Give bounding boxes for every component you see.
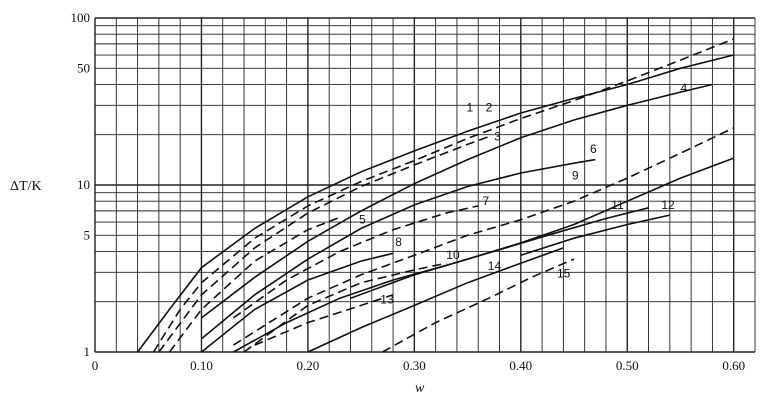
curve-label-14: 14 xyxy=(488,259,502,273)
series-line-1 xyxy=(136,54,734,353)
x-tick-label: 0 xyxy=(92,358,99,373)
series-line-2 xyxy=(152,38,734,353)
series-line-5 xyxy=(168,216,341,353)
series-line-14 xyxy=(307,247,564,353)
curve-label-2: 2 xyxy=(486,101,493,115)
y-tick-label: 10 xyxy=(77,177,90,192)
series-line-10 xyxy=(243,262,447,353)
curve-label-3: 3 xyxy=(494,129,501,143)
x-tick-label: 0.10 xyxy=(190,358,213,373)
y-tick-label: 50 xyxy=(77,60,90,75)
curve-label-7: 7 xyxy=(482,194,489,208)
grid xyxy=(94,17,756,353)
series-line-8 xyxy=(200,252,394,353)
series-line-11 xyxy=(233,207,649,353)
y-tick-label: 5 xyxy=(84,227,91,242)
series-line-3 xyxy=(158,135,490,353)
curve-label-8: 8 xyxy=(395,235,402,249)
series-line-6 xyxy=(200,158,596,340)
curve-label-10: 10 xyxy=(446,248,460,262)
curve-label-13: 13 xyxy=(380,293,394,307)
series-line-7 xyxy=(232,205,479,319)
y-tick-label: 1 xyxy=(84,344,91,359)
x-tick-label: 0.30 xyxy=(403,358,426,373)
curve-label-11: 11 xyxy=(611,198,624,212)
curves xyxy=(136,38,735,353)
y-axis-label: ΔT/K xyxy=(10,179,42,194)
x-tick-label: 0.50 xyxy=(616,358,639,373)
curve-label-9: 9 xyxy=(572,168,579,182)
series-line xyxy=(520,214,670,256)
series-line-12 xyxy=(350,157,734,299)
curve-label-12: 12 xyxy=(661,198,675,212)
series-line-4 xyxy=(201,83,713,319)
curve-label-6: 6 xyxy=(590,142,597,156)
curve-label-15: 15 xyxy=(557,266,571,280)
series-line-9 xyxy=(232,127,735,346)
series-line-13 xyxy=(254,294,394,346)
series-line-15 xyxy=(382,258,575,353)
curve-label-5: 5 xyxy=(359,212,366,226)
x-tick-label: 0.40 xyxy=(509,358,532,373)
y-tick-label: 100 xyxy=(71,10,91,25)
x-tick-label: 0.20 xyxy=(297,358,320,373)
curve-label-1: 1 xyxy=(467,101,474,115)
curve-label-4: 4 xyxy=(680,81,687,95)
x-tick-label: 0.60 xyxy=(722,358,745,373)
x-axis-label: w xyxy=(415,381,425,396)
